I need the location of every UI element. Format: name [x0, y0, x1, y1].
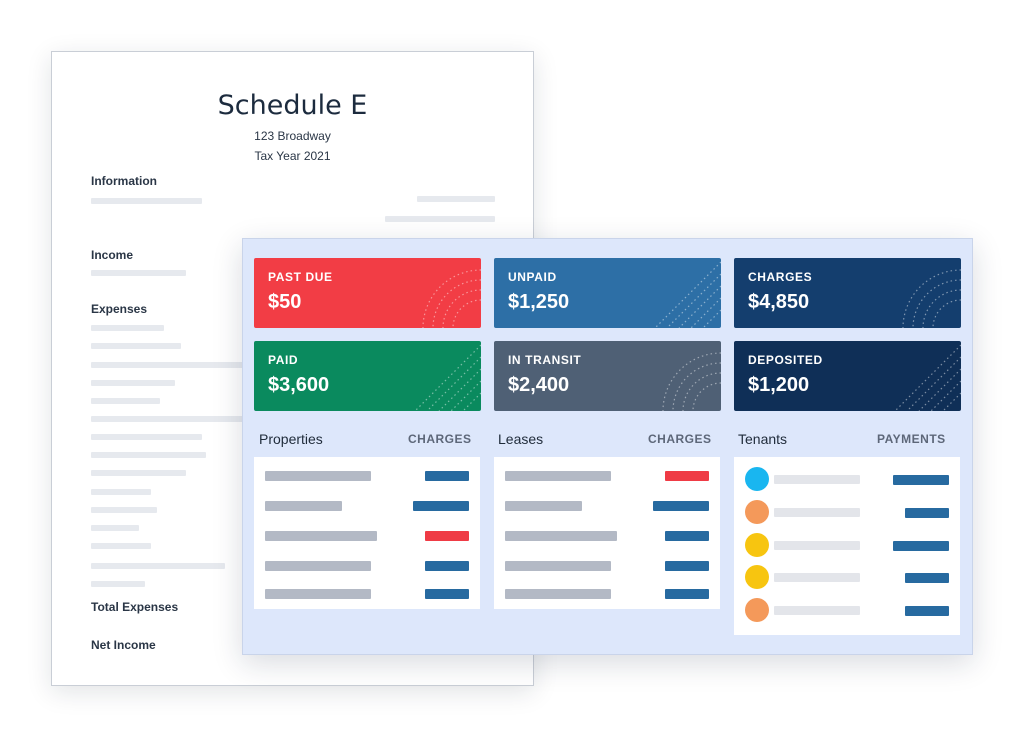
placeholder-line: [91, 416, 243, 422]
unpaid-card[interactable]: UNPAID $1,250: [494, 258, 721, 328]
placeholder-line: [91, 470, 186, 476]
card-value: $3,600: [268, 374, 330, 396]
tenants-payments-header[interactable]: PAYMENTS: [877, 432, 946, 446]
card-value: $4,850: [748, 291, 810, 313]
card-label: DEPOSITED: [748, 353, 823, 367]
card-value: $50: [268, 291, 302, 313]
document-address: 123 Broadway: [254, 129, 331, 143]
charges-card[interactable]: CHARGES $4,850: [734, 258, 961, 328]
diagonal-pattern-icon: [894, 344, 961, 411]
placeholder-line: [91, 362, 243, 368]
card-label: UNPAID: [508, 270, 557, 284]
arc-pattern-icon: [662, 352, 721, 411]
avatar: [745, 565, 769, 589]
deposited-card[interactable]: DEPOSITED $1,200: [734, 341, 961, 411]
placeholder-line: [91, 343, 181, 349]
card-label: PAST DUE: [268, 270, 333, 284]
avatar: [745, 598, 769, 622]
card-label: PAID: [268, 353, 299, 367]
placeholder-line: [91, 507, 157, 513]
placeholder-line: [91, 563, 225, 569]
placeholder-line: [91, 380, 175, 386]
properties-title: Properties: [259, 431, 323, 447]
placeholder-line: [91, 270, 186, 276]
avatar: [745, 467, 769, 491]
leases-title: Leases: [498, 431, 544, 447]
avatar: [745, 533, 769, 557]
section-total-expenses: Total Expenses: [91, 600, 179, 614]
section-net-income: Net Income: [91, 638, 156, 652]
placeholder-line: [91, 325, 164, 331]
leases-list: [494, 457, 720, 609]
past-due-card[interactable]: PAST DUE $50: [254, 258, 481, 328]
placeholder-line: [91, 434, 202, 440]
diagonal-pattern-icon: [414, 344, 481, 411]
card-label: CHARGES: [748, 270, 813, 284]
paid-card[interactable]: PAID $3,600: [254, 341, 481, 411]
placeholder-line: [385, 216, 495, 222]
arc-pattern-icon: [902, 269, 961, 328]
arc-pattern-icon: [422, 269, 481, 328]
tenants-title: Tenants: [738, 431, 788, 447]
card-value: $2,400: [508, 374, 570, 396]
document-title: Schedule E: [217, 90, 368, 121]
leases-charges-header[interactable]: CHARGES: [648, 432, 712, 446]
in-transit-card[interactable]: IN TRANSIT $2,400: [494, 341, 721, 411]
placeholder-line: [91, 489, 151, 495]
card-value: $1,250: [508, 291, 570, 313]
card-label: IN TRANSIT: [508, 353, 582, 367]
avatar: [745, 500, 769, 524]
properties-charges-header[interactable]: CHARGES: [408, 432, 472, 446]
placeholder-line: [91, 452, 206, 458]
tenants-list: [734, 457, 960, 635]
placeholder-line: [91, 525, 139, 531]
section-information: Information: [91, 174, 157, 188]
dashboard-panel: PAST DUE $50 UNPAID $1,250 CHARGES $4,85…: [242, 238, 973, 655]
placeholder-line: [91, 398, 160, 404]
placeholder-line: [417, 196, 495, 202]
placeholder-line: [91, 543, 151, 549]
document-tax-year: Tax Year 2021: [254, 149, 331, 163]
section-income: Income: [91, 248, 134, 262]
section-expenses: Expenses: [91, 302, 148, 316]
placeholder-line: [91, 198, 202, 204]
card-value: $1,200: [748, 374, 810, 396]
placeholder-line: [91, 581, 145, 587]
properties-list: [254, 457, 480, 609]
diagonal-pattern-icon: [654, 261, 721, 328]
